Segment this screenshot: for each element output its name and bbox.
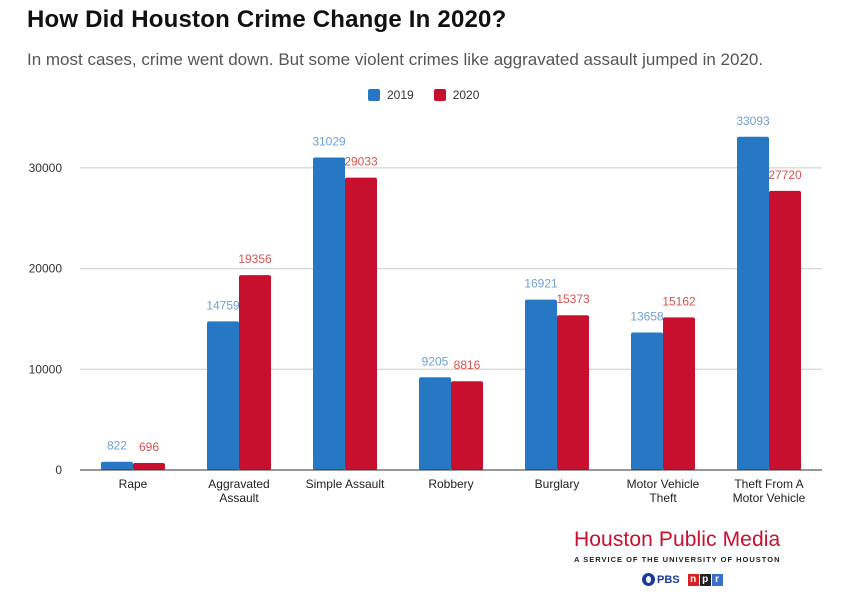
bar-2020 (769, 190, 801, 470)
data-label-2020: 27720 (768, 168, 802, 182)
data-label-2019: 33093 (736, 114, 770, 128)
data-label-2019: 822 (107, 439, 127, 453)
npr-letter-p: p (699, 573, 711, 586)
pbs-logo: PBS (642, 573, 680, 586)
x-tick-label: Robbery (428, 477, 473, 491)
bar-2020 (557, 315, 589, 470)
bar-2020 (239, 275, 271, 470)
npr-logo: n p r (687, 573, 724, 586)
bar-2019 (101, 461, 133, 470)
x-tick-label: Simple Assault (306, 477, 385, 491)
data-label-2019: 9205 (422, 354, 449, 368)
legend-item-2019: 2019 (368, 88, 414, 102)
brand-name: Houston Public Media (574, 528, 781, 551)
bar-2020 (663, 317, 695, 470)
y-tick-label: 20000 (29, 262, 63, 276)
legend-label-2019: 2019 (387, 88, 414, 102)
y-tick-label: 10000 (29, 362, 63, 376)
bar-chart: 0 10000 20000 30000 822 696 Rape 14759 19356 Aggr… (29, 114, 822, 505)
npr-letter-n: n (687, 573, 699, 586)
data-label-2020: 8816 (454, 358, 481, 372)
x-tick-label: Burglary (535, 477, 580, 491)
y-tick-label: 0 (55, 463, 62, 477)
data-label-2019: 14759 (206, 298, 240, 312)
data-label-2019: 16921 (524, 277, 558, 291)
partner-logos: PBS n p r (642, 573, 724, 586)
x-tick-label: Motor Vehicle Theft (627, 477, 700, 505)
data-label-2019: 13658 (630, 309, 664, 323)
bar-2019 (737, 136, 769, 471)
bar-2020 (451, 381, 483, 470)
x-tick-label: Aggravated Assault (208, 477, 269, 505)
data-label-2019: 31029 (312, 135, 346, 149)
brand-logo: Houston Public Media A SERVICE OF THE UN… (574, 528, 796, 564)
legend-label-2020: 2020 (452, 88, 480, 102)
legend-swatch-2019 (368, 89, 380, 101)
data-label-2020: 29033 (344, 155, 378, 169)
bar-2019 (419, 377, 451, 470)
pbs-label: PBS (657, 573, 680, 586)
pbs-icon (642, 573, 655, 586)
bar-2019 (313, 157, 345, 470)
legend: 2019 2020 (368, 88, 499, 102)
data-label-2020: 19356 (238, 252, 272, 266)
bar-2020 (133, 462, 165, 470)
x-tick-label: Rape (119, 477, 148, 491)
legend-swatch-2020 (433, 89, 446, 101)
legend-item-2020: 2020 (433, 88, 480, 102)
data-label-2020: 15162 (662, 294, 696, 308)
npr-letter-r: r (711, 573, 723, 586)
bar-2019 (631, 332, 663, 470)
chart-title: How Did Houston Crime Change In 2020? (27, 6, 507, 33)
bar-2019 (207, 321, 239, 470)
y-tick-label: 30000 (29, 161, 63, 175)
data-label-2020: 696 (139, 440, 159, 454)
bar-2020 (345, 177, 377, 470)
chart-subtitle: In most cases, crime went down. But some… (27, 50, 764, 69)
data-label-2020: 15373 (556, 292, 590, 306)
brand-tagline: A SERVICE OF THE UNIVERSITY OF HOUSTON (574, 555, 781, 564)
bar-2019 (525, 299, 557, 470)
x-tick-label: Theft From A Motor Vehicle (733, 477, 806, 505)
